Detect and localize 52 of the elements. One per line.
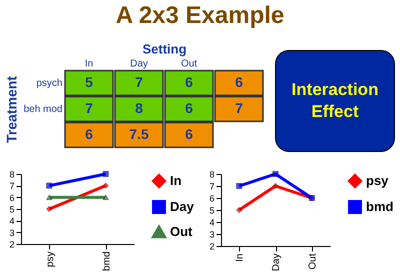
text: Interaction Effect — [290, 79, 380, 123]
point — [46, 206, 52, 212]
point — [272, 171, 278, 177]
y-tick-label: 2 — [209, 242, 214, 252]
x-tick-label: Out — [307, 253, 318, 270]
y-tick-label: 6 — [9, 192, 14, 203]
data-label: 6 — [185, 74, 194, 90]
data-label: 7 — [235, 100, 244, 116]
y-axis-title: Treatment — [4, 76, 20, 143]
chart-title: A 2x3 Example — [114, 2, 286, 30]
y-tick-label: psych — [36, 78, 62, 89]
x-tick-label: Day — [271, 254, 282, 272]
y-tick-label: beh mod — [24, 104, 62, 115]
y-tick-label: 3 — [209, 230, 214, 240]
x-tick-label: psy — [44, 252, 56, 268]
point — [236, 207, 242, 213]
data-label: 7 — [85, 100, 94, 116]
data-label: 7 — [135, 74, 144, 90]
legend-label: Out — [170, 224, 194, 239]
legend-label: bmd — [366, 199, 394, 214]
legend-label: In — [170, 173, 182, 188]
y-tick-label: 8 — [9, 170, 14, 180]
legend-label: psy — [366, 173, 390, 188]
data-label: 6 — [185, 100, 194, 116]
y-tick-label: 5 — [209, 206, 214, 216]
y-tick-label: 7 — [209, 182, 214, 192]
legend-label: Day — [170, 199, 195, 214]
y-tick-label: 8 — [209, 170, 214, 180]
data-label: 6 — [235, 74, 244, 90]
data-label: 8 — [135, 100, 144, 116]
y-tick-label: 6 — [209, 194, 214, 204]
point — [272, 183, 278, 189]
x-tick-label: Out — [180, 58, 198, 70]
x-tick-label: In — [84, 58, 94, 70]
y-tick-label: 5 — [9, 204, 14, 214]
data-label: 6 — [185, 126, 194, 142]
data-label: 7.5 — [129, 126, 149, 142]
point — [236, 183, 242, 189]
point — [102, 171, 109, 177]
point — [102, 182, 109, 189]
data-label: 5 — [85, 74, 94, 90]
point — [46, 182, 52, 189]
y-tick-label: 4 — [9, 216, 14, 226]
x-tick-label: bmd — [101, 252, 112, 271]
y-tick-label: 2 — [9, 240, 14, 250]
y-tick-label: 3 — [9, 228, 14, 238]
x-tick-label: In — [234, 254, 246, 262]
x-axis-title: Setting — [142, 42, 187, 56]
y-tick-label: 7 — [9, 181, 14, 192]
data-label: 6 — [85, 126, 94, 142]
y-tick-label: 4 — [209, 218, 214, 228]
x-tick-label: Day — [130, 58, 148, 70]
